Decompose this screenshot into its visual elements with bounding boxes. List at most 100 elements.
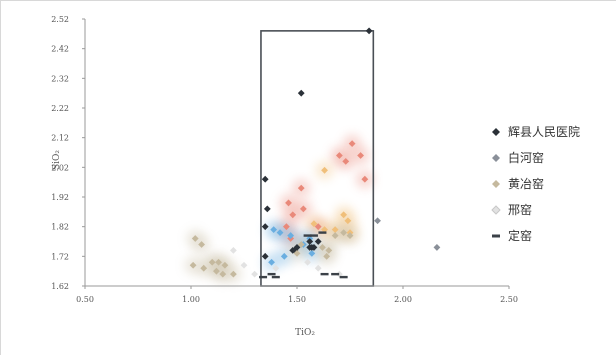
y-tick-label: 1.92 bbox=[51, 193, 69, 202]
data-point-4 bbox=[251, 270, 258, 278]
data-point-1 bbox=[365, 27, 373, 35]
data-point-3 bbox=[191, 235, 199, 242]
highlight-point bbox=[361, 175, 369, 183]
highlight-point bbox=[342, 158, 350, 165]
y-tick-label: 2.52 bbox=[51, 15, 69, 24]
legend-label: 邢窑 bbox=[508, 202, 532, 217]
highlight-point bbox=[336, 152, 343, 159]
data-point-1 bbox=[297, 89, 305, 97]
data-point-3 bbox=[208, 258, 216, 266]
data-point-1 bbox=[261, 175, 269, 183]
data-point-5 bbox=[267, 272, 276, 276]
data-point-3 bbox=[200, 264, 208, 272]
highlight-point bbox=[357, 152, 364, 159]
highlight-point bbox=[321, 166, 328, 174]
highlight-point bbox=[348, 140, 356, 147]
x-axis-label: TiO₂ bbox=[295, 328, 315, 338]
legend-marker bbox=[492, 180, 500, 188]
highlight-point bbox=[268, 258, 275, 266]
data-point-3 bbox=[325, 247, 333, 254]
data-point-5 bbox=[271, 275, 280, 279]
x-tick-label: 1.00 bbox=[182, 295, 200, 304]
y-tick-label: 1.72 bbox=[51, 252, 69, 261]
data-point-3 bbox=[219, 270, 227, 278]
data-point-5 bbox=[259, 275, 268, 279]
legend-marker bbox=[492, 234, 500, 238]
highlight-point bbox=[321, 226, 328, 234]
x-tick-label: 2.50 bbox=[500, 295, 518, 304]
data-point-5 bbox=[309, 234, 318, 237]
data-point-3 bbox=[221, 261, 229, 269]
highlight-point bbox=[331, 226, 339, 234]
highlight-point bbox=[287, 232, 295, 239]
data-point-5 bbox=[331, 272, 340, 276]
y-tick-label: 1.82 bbox=[51, 223, 69, 232]
data-point-3 bbox=[319, 244, 326, 251]
legend-label: 定窑 bbox=[508, 228, 532, 243]
highlight-point bbox=[310, 220, 318, 228]
y-tick-label: 2.02 bbox=[51, 163, 69, 172]
data-point-1 bbox=[310, 244, 318, 251]
data-point-4 bbox=[240, 261, 248, 269]
data-point-3 bbox=[230, 270, 237, 278]
data-point-1 bbox=[261, 223, 269, 231]
data-point-3 bbox=[331, 232, 339, 239]
data-point-4 bbox=[304, 258, 311, 266]
data-point-3 bbox=[215, 258, 222, 266]
legend-label: 辉县人民医院 bbox=[508, 125, 580, 139]
data-point-4 bbox=[336, 270, 343, 278]
data-point-4 bbox=[272, 264, 280, 272]
data-point-5 bbox=[320, 272, 329, 276]
highlight-point bbox=[276, 229, 284, 236]
data-point-5 bbox=[303, 234, 312, 237]
highlight-point bbox=[270, 226, 278, 234]
legend-label: 白河窑 bbox=[508, 150, 544, 165]
legend-marker bbox=[492, 128, 500, 136]
data-point-5 bbox=[318, 231, 327, 234]
y-tick-label: 2.42 bbox=[51, 45, 69, 54]
points-layer bbox=[189, 27, 441, 279]
highlight-point bbox=[340, 211, 348, 219]
data-point-3 bbox=[323, 252, 331, 260]
axes-layer: 0.50 1.00 1.50 2.00 2.50 1.62 1.72 1.82 1.92 2.02… bbox=[51, 15, 518, 304]
x-tick-label: 1.50 bbox=[288, 295, 306, 304]
data-point-3 bbox=[293, 249, 301, 257]
highlight-point bbox=[283, 223, 290, 231]
legend-label: 黄冶窑 bbox=[508, 176, 544, 191]
data-point-5 bbox=[339, 275, 348, 279]
data-point-3 bbox=[297, 241, 305, 248]
data-point-1 bbox=[314, 238, 322, 245]
data-point-4 bbox=[314, 264, 322, 272]
data-point-1 bbox=[306, 238, 314, 245]
data-point-3 bbox=[213, 267, 220, 275]
highlight-point bbox=[299, 205, 307, 213]
y-tick-label: 2.22 bbox=[51, 104, 69, 113]
data-point-1 bbox=[263, 205, 271, 213]
y-tick-label: 2.32 bbox=[51, 74, 69, 83]
data-point-2 bbox=[433, 244, 441, 251]
x-tick-label: 0.50 bbox=[76, 295, 94, 304]
data-point-3 bbox=[346, 232, 354, 239]
data-point-1 bbox=[291, 247, 299, 254]
y-tick-label: 1.62 bbox=[51, 282, 69, 291]
highlight-point bbox=[297, 184, 305, 192]
highlight-point bbox=[314, 223, 322, 231]
data-point-3 bbox=[189, 261, 197, 269]
highlight-point bbox=[308, 249, 316, 257]
data-point-3 bbox=[198, 241, 205, 248]
data-point-1 bbox=[293, 244, 301, 251]
data-point-3 bbox=[340, 229, 348, 236]
y-axis-label: SiO₂ bbox=[52, 150, 62, 170]
highlight-point bbox=[344, 217, 352, 225]
y-tick-label: 2.12 bbox=[51, 134, 69, 143]
highlight-point bbox=[285, 199, 292, 207]
legend-marker bbox=[492, 154, 500, 162]
x-tick-label: 2.00 bbox=[394, 295, 412, 304]
highlight-point bbox=[289, 211, 297, 219]
data-point-1 bbox=[261, 252, 269, 260]
data-point-4 bbox=[230, 247, 237, 254]
